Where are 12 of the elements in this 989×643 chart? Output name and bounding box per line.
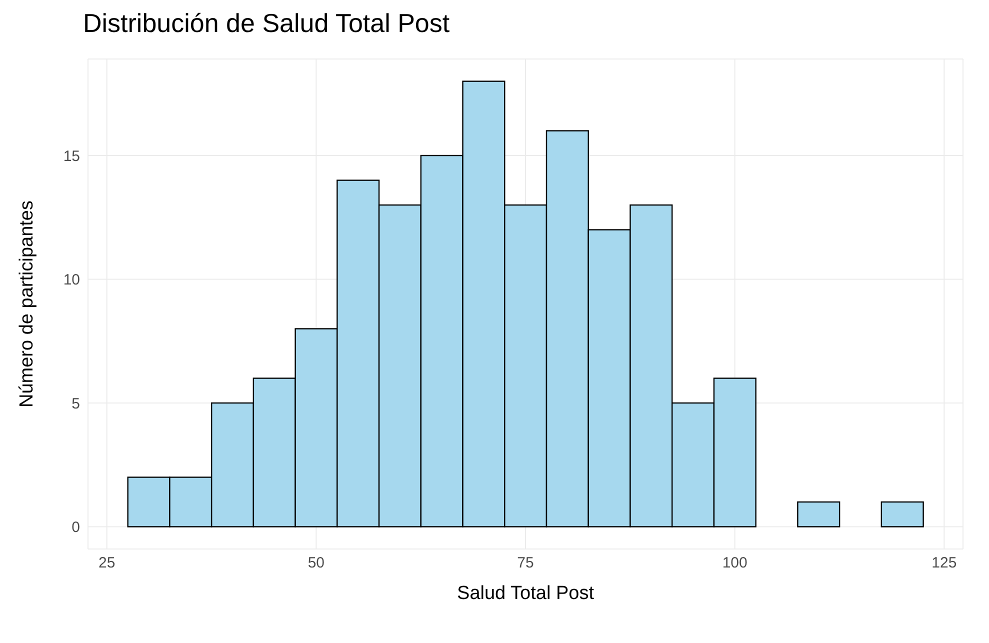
x-tick-label: 100 (722, 554, 748, 572)
y-tick-label: 5 (72, 395, 80, 412)
y-tick-label: 15 (63, 148, 80, 165)
y-tick-label: 0 (72, 519, 80, 536)
x-tick-label: 75 (517, 554, 534, 572)
x-tick-label: 25 (98, 554, 116, 572)
x-tick-label: 125 (932, 554, 957, 572)
chart-title: Distribución de Salud Total Post (82, 8, 451, 39)
x-axis-title: Salud Total Post (457, 583, 595, 604)
x-tick-label: 50 (308, 554, 325, 572)
y-tick-label: 10 (63, 272, 80, 289)
y-axis-title: Número de participantes (16, 200, 38, 408)
